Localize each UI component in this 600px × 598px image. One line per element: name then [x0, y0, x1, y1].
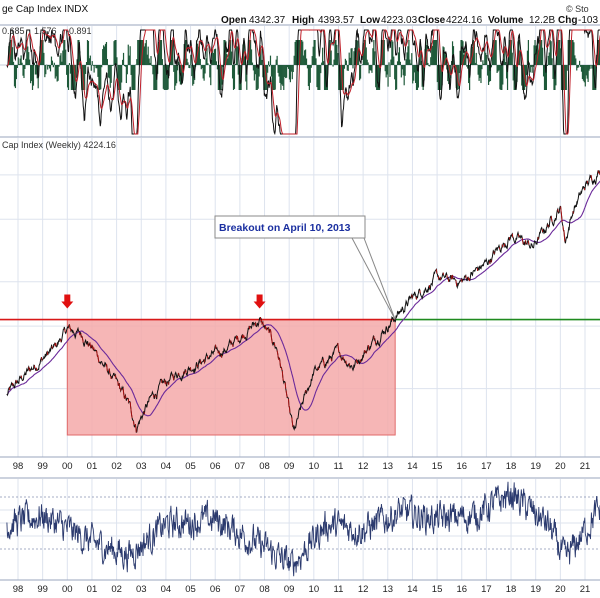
- low-label: Low: [360, 15, 380, 26]
- x-axis-label: 14: [407, 584, 418, 595]
- x-axis-label: 17: [481, 584, 492, 595]
- x-axis-label: 14: [407, 461, 418, 472]
- x-axis-label: 04: [161, 461, 172, 472]
- x-axis-label: 15: [432, 461, 443, 472]
- price-panel-label: Cap Index (Weekly) 4224.16: [2, 140, 116, 150]
- price-panel: Cap Index (Weekly) 4224.16 Breakout on A…: [0, 138, 600, 458]
- x-axis-label: 05: [185, 461, 196, 472]
- x-axis-label: 10: [309, 461, 320, 472]
- x-axis-label: 07: [235, 584, 246, 595]
- x-axis-label: 18: [506, 584, 517, 595]
- rsi-line: [6, 481, 600, 577]
- x-axis-upper: 98 99 00 01 02 03 04 05 06 07 08 09 10 11 12 13 14 15 16 17…: [13, 461, 591, 472]
- x-axis-label: 03: [136, 461, 147, 472]
- x-axis-label: 12: [358, 584, 369, 595]
- x-axis-label: 15: [432, 584, 443, 595]
- x-axis-label: 12: [358, 461, 369, 472]
- x-axis-label: 09: [284, 584, 295, 595]
- chg-label: Chg: [558, 15, 577, 26]
- rsi-panel: [0, 477, 600, 581]
- x-axis-label: 21: [580, 584, 591, 595]
- rsi-grid: [0, 479, 600, 580]
- red-arrow-marker: [61, 294, 74, 309]
- x-axis-label: 11: [334, 584, 344, 595]
- watermark: © Sto: [566, 4, 589, 14]
- macd-value-3: -0.891: [66, 26, 92, 36]
- x-axis-label: 11: [334, 461, 344, 472]
- macd-grid: [17, 26, 586, 137]
- symbol-title: ge Cap Index INDX: [2, 4, 88, 15]
- x-axis-label: 10: [309, 584, 320, 595]
- breakout-annotation: Breakout on April 10, 2013: [219, 222, 351, 234]
- callout-box: [214, 215, 366, 239]
- close-label: Close: [418, 15, 446, 26]
- x-axis-label: 13: [382, 461, 393, 472]
- x-axis-label: 02: [111, 461, 122, 472]
- x-axis-label: 06: [210, 461, 221, 472]
- x-axis-label: 03: [136, 584, 147, 595]
- x-axis-label: 00: [62, 461, 73, 472]
- x-axis-label: 04: [161, 584, 172, 595]
- macd-panel: 0.685 1.576 -0.891: [0, 26, 600, 138]
- header-bar: ge Cap Index INDX © Sto Open 4342.37 Hig…: [0, 4, 600, 26]
- x-axis-label: 20: [555, 461, 566, 472]
- open-label: Open: [221, 15, 247, 26]
- x-axis-label: 05: [185, 584, 196, 595]
- high-value: 4393.57: [318, 15, 355, 26]
- x-axis-label: 16: [456, 584, 467, 595]
- x-axis-label: 07: [235, 461, 246, 472]
- low-value: 4223.03: [381, 15, 418, 26]
- breakout-callout: Breakout on April 10, 2013: [214, 215, 396, 320]
- macd-value-2: 1.576: [34, 26, 57, 36]
- base-box: [66, 319, 396, 436]
- macd-value-1: 0.685: [2, 26, 25, 36]
- x-axis-label: 18: [506, 461, 517, 472]
- volume-value: 12.2B: [529, 15, 555, 26]
- x-axis-label: 98: [13, 461, 24, 472]
- close-value: 4224.16: [446, 15, 483, 26]
- volume-label: Volume: [488, 15, 524, 26]
- red-arrow-markers: [61, 294, 266, 309]
- x-axis-lower: 98 99 00 01 02 03 04 05 06 07 08 09 10 11 12 13 14 15 16 17…: [13, 584, 591, 595]
- x-axis-label: 19: [530, 584, 541, 595]
- x-axis-label: 00: [62, 584, 73, 595]
- x-axis-label: 99: [37, 461, 48, 472]
- x-axis-label: 98: [13, 584, 24, 595]
- x-axis-label: 01: [87, 584, 98, 595]
- x-axis-label: 02: [111, 584, 122, 595]
- x-axis-label: 19: [530, 461, 541, 472]
- red-arrow-marker: [253, 294, 266, 309]
- x-axis-label: 99: [37, 584, 48, 595]
- x-axis-label: 06: [210, 584, 221, 595]
- x-axis-label: 08: [259, 584, 270, 595]
- x-axis-label: 13: [382, 584, 393, 595]
- x-axis-label: 20: [555, 584, 566, 595]
- moving-average-line: [6, 180, 600, 417]
- macd-signal-line: [6, 29, 600, 135]
- chg-value: -103: [578, 15, 598, 26]
- open-value: 4342.37: [249, 15, 286, 26]
- x-axis-label: 01: [87, 461, 98, 472]
- x-axis-label: 16: [456, 461, 467, 472]
- x-axis-label: 09: [284, 461, 295, 472]
- x-axis-label: 17: [481, 461, 492, 472]
- x-axis-label: 08: [259, 461, 270, 472]
- high-label: High: [292, 15, 314, 26]
- price-line-down-segments: [8, 170, 600, 433]
- x-axis-label: 21: [580, 461, 591, 472]
